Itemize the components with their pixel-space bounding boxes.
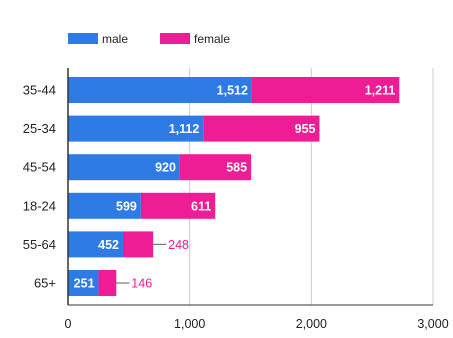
bar-male [68, 192, 141, 219]
category-label: 35-44 [23, 83, 56, 98]
value-label-female: 146 [131, 277, 152, 291]
legend-label-male: male [102, 32, 128, 46]
bar-female [179, 154, 252, 181]
bar-male [68, 154, 180, 181]
legend-label-female: female [194, 32, 230, 46]
bar-female [98, 270, 117, 296]
category-label: 55-64 [23, 237, 56, 252]
legend: male female [68, 32, 230, 46]
x-tick-label: 0 [65, 317, 72, 331]
bar-male [68, 231, 123, 258]
value-label-female: 248 [168, 238, 189, 252]
bar-female [140, 192, 216, 219]
bar-female [203, 115, 320, 142]
value-label-male: 1,512 [217, 84, 248, 98]
value-labels: 1,512 1,211 1,112 955 920 585 599 611 452 248 251 1… [74, 84, 396, 291]
x-tick-label: 1,000 [174, 317, 205, 331]
bar-female [122, 231, 154, 258]
category-label: 65+ [34, 276, 56, 291]
value-label-female: 585 [226, 161, 247, 175]
x-tick-label: 3,000 [417, 317, 448, 331]
value-label-female: 955 [295, 122, 316, 136]
value-label-male: 920 [155, 161, 176, 175]
bar-male [68, 115, 204, 142]
value-label-male: 1,112 [169, 122, 200, 136]
legend-swatch-male [68, 33, 98, 44]
legend-swatch-female [160, 33, 190, 44]
bar-female [251, 77, 400, 103]
value-label-male: 452 [98, 238, 119, 252]
x-axis: 0 1,000 2,000 3,000 [65, 304, 449, 331]
bars [68, 77, 400, 296]
value-label-male: 251 [74, 277, 95, 291]
value-label-female: 1,211 [365, 84, 396, 98]
category-label: 18-24 [23, 198, 56, 213]
x-tick-label: 2,000 [296, 317, 327, 331]
bar-male [68, 270, 99, 296]
value-label-male: 599 [116, 199, 137, 213]
category-label: 45-54 [23, 160, 56, 175]
value-label-female: 611 [191, 199, 211, 213]
grid [189, 68, 434, 305]
y-axis: 35-44 25-34 45-54 18-24 55-64 65+ [23, 68, 69, 305]
category-label: 25-34 [23, 121, 56, 136]
bar-male [68, 77, 252, 103]
